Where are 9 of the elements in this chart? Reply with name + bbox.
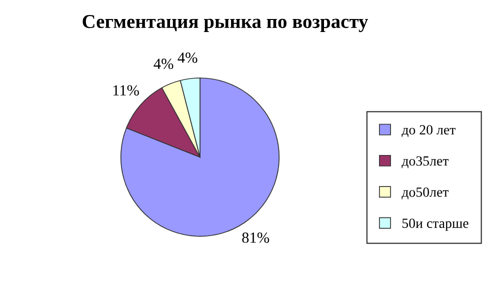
legend-label: до35лет [402,156,449,168]
data-label: 11% [113,85,139,96]
data-label: 4% [178,52,198,63]
legend-label: 50и старше [402,218,468,231]
data-label: 81% [242,232,270,243]
legend-label: до50лет [402,187,449,200]
data-label: 4% [154,58,174,70]
chart-title: Сегментация рынка по возрасту [82,15,368,32]
legend-label: до 20 лет [402,125,456,138]
